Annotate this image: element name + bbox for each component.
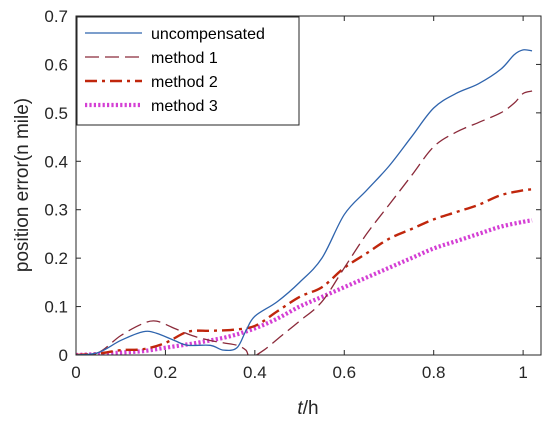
x-tick-label: 1 [518,363,527,382]
series-line-method-3 [76,218,533,355]
y-tick-label: 0.3 [44,201,68,220]
legend-label-method-2: method 2 [151,74,218,91]
series-line-method-2 [76,188,533,355]
legend-label-method-3: method 3 [151,98,218,115]
y-tick-label: 0 [59,346,68,365]
y-tick-label: 0.5 [44,104,68,123]
x-tick-label: 0.2 [154,363,178,382]
x-tick-label: 0 [71,363,80,382]
x-tick-label: 0.8 [422,363,446,382]
y-tick-label: 0.7 [44,7,68,26]
series-layer [76,49,533,355]
series-line-uncompensated [76,49,533,355]
x-axis-label-rest: /h [303,398,319,419]
y-tick-label: 0.2 [44,249,68,268]
legend-box [76,16,300,126]
y-tick-label: 0.1 [44,298,68,317]
x-axis: 0 0.2 0.4 0.6 0.8 1 [71,16,528,382]
legend-label-method-1: method 1 [151,50,218,67]
y-axis: 0 0.1 0.2 0.3 0.4 0.5 0.6 0.7 [44,7,541,365]
plot-frame [75,15,542,356]
series-line-method-1 [76,90,533,355]
y-axis-label: position error(n mile) [12,98,33,272]
x-axis-label: t/h [297,398,318,419]
legend-label-uncompensated: uncompensated [151,26,265,43]
x-axis-label-italic: t [297,398,303,419]
x-tick-label: 0.6 [332,363,356,382]
y-tick-label: 0.6 [44,55,68,74]
y-tick-label: 0.4 [44,152,68,171]
x-tick-label: 0.4 [243,363,267,382]
legend: uncompensated method 1 method 2 method 3 [76,16,300,126]
